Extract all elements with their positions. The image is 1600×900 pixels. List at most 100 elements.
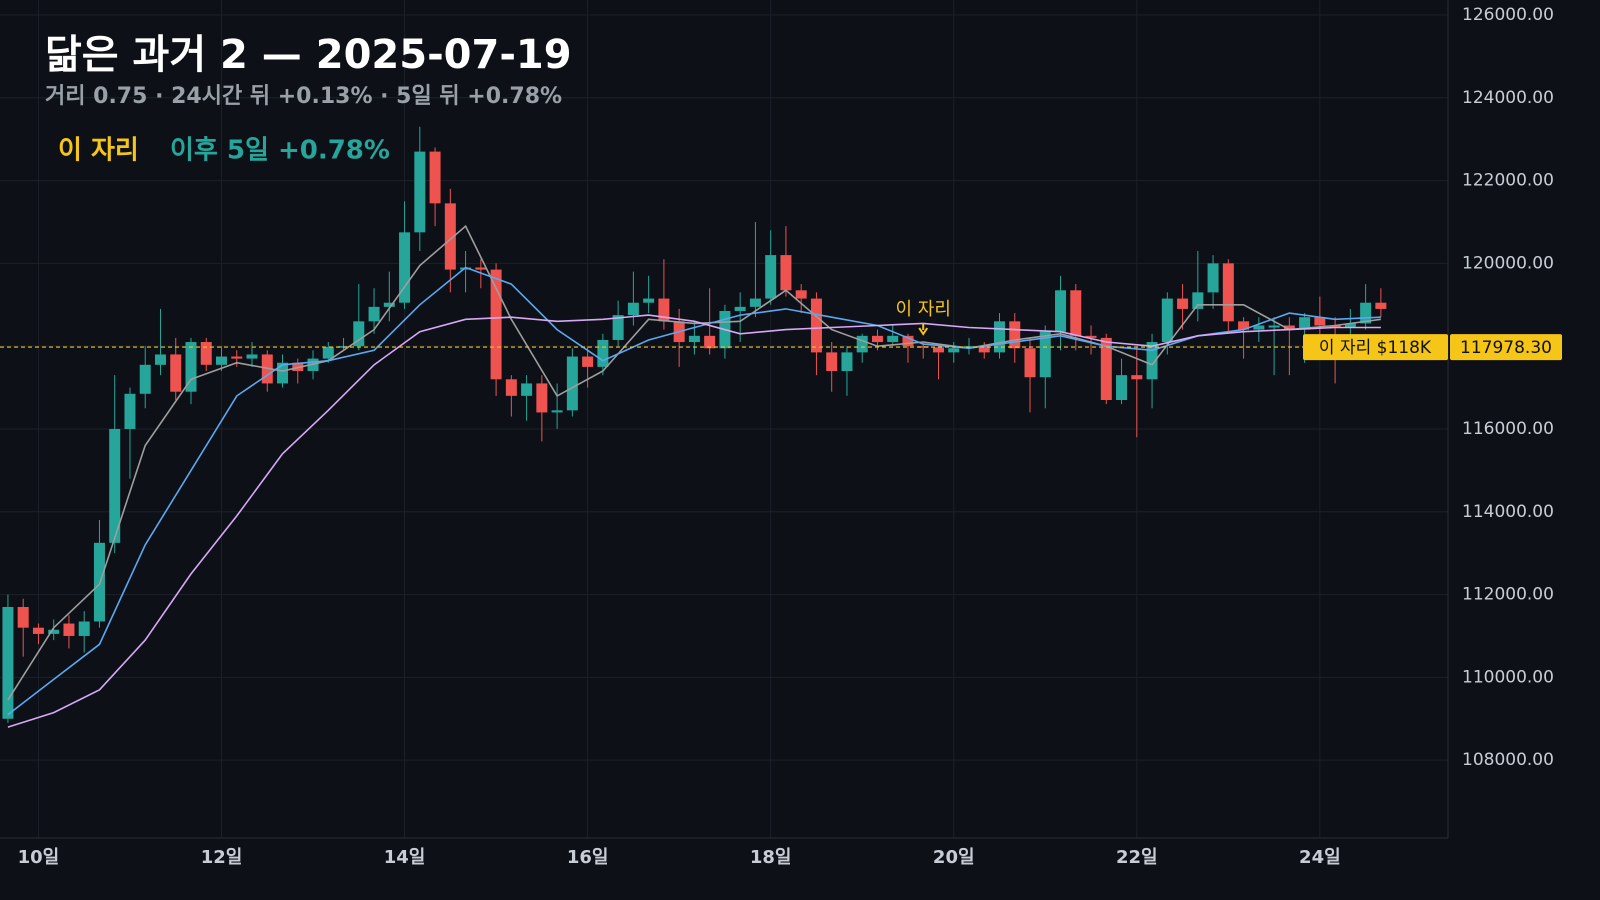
candle-body	[48, 629, 60, 634]
candle-body	[1009, 321, 1021, 349]
candle-body	[582, 356, 594, 367]
candle-body	[505, 379, 517, 396]
candle-body	[231, 356, 243, 359]
candle-body	[246, 354, 258, 359]
x-tick-label: 18일	[750, 847, 792, 868]
candle-body	[63, 623, 75, 636]
candle-body	[765, 255, 777, 299]
candle-body	[1268, 325, 1280, 328]
candle-body	[1283, 325, 1295, 330]
candle-body	[109, 428, 121, 543]
candle-body	[856, 335, 868, 353]
candle-body	[780, 255, 792, 291]
x-tick-label: 24일	[1299, 847, 1341, 868]
candle-body	[216, 356, 228, 365]
y-tick-label: 116000.00	[1462, 419, 1554, 439]
candle-body	[124, 393, 136, 429]
candle-body	[170, 354, 182, 392]
candle-body	[551, 410, 563, 413]
candle-body	[871, 335, 883, 343]
grid	[0, 0, 1448, 838]
candle-body	[154, 354, 166, 365]
candle-body	[1100, 337, 1112, 400]
candle-body	[1070, 290, 1082, 336]
candle-body	[1375, 302, 1387, 309]
candle-body	[78, 621, 90, 636]
candle-body	[658, 298, 670, 322]
candle-body	[917, 346, 929, 348]
candle-body	[1360, 302, 1372, 324]
candle-body	[139, 364, 151, 394]
candle-body	[978, 346, 990, 353]
candle-body	[1116, 375, 1128, 400]
candle-body	[1344, 323, 1356, 328]
candle-body	[429, 151, 441, 204]
axes: 108000.00 110000.00 112000.00 114000.00 1160…	[18, 5, 1562, 868]
candle-body	[902, 335, 914, 347]
candle-body	[185, 342, 197, 392]
chart-title: 닮은 과거 2 — 2025-07-19	[45, 32, 572, 78]
candle-body	[1146, 342, 1158, 380]
candle-body	[810, 298, 822, 353]
y-tick-label: 120000.00	[1462, 253, 1554, 273]
price-tag-box	[1303, 334, 1448, 361]
y-tick-label: 112000.00	[1462, 585, 1554, 605]
moving-average-line	[7, 224, 1382, 701]
candle-body	[353, 321, 365, 347]
x-tick-label: 16일	[567, 847, 609, 868]
price-label-box	[1450, 334, 1562, 361]
candle-body	[1238, 321, 1250, 330]
x-tick-label: 10일	[18, 847, 60, 868]
price-label: 117978.30	[1460, 338, 1552, 358]
y-tick-label: 122000.00	[1462, 171, 1554, 191]
candle-body	[841, 352, 853, 372]
candle-body	[643, 298, 655, 303]
candle-body	[1131, 375, 1143, 380]
y-tick-label: 124000.00	[1462, 88, 1554, 108]
candle-body	[1222, 263, 1234, 322]
candle-body	[1329, 325, 1341, 328]
candle-body	[948, 348, 960, 353]
candle-body	[383, 302, 395, 307]
candle-body	[627, 302, 639, 316]
y-tick-label: 126000.00	[1462, 5, 1554, 25]
annotation: 이 자리	[896, 299, 951, 320]
candle-body	[932, 347, 944, 353]
moving-average-line	[7, 266, 1381, 716]
y-tick-label: 114000.00	[1462, 502, 1554, 522]
y-tick-label: 108000.00	[1462, 750, 1554, 770]
candle-body	[1039, 331, 1051, 378]
candle-body	[688, 335, 700, 343]
candle-body	[1085, 335, 1097, 338]
x-tick-label: 22일	[1116, 847, 1158, 868]
moving-average-line	[7, 314, 1381, 728]
candle-body	[322, 347, 334, 359]
candle-body	[399, 232, 411, 303]
candle-body	[1055, 290, 1067, 332]
candle-body	[1207, 263, 1219, 293]
candle-body	[994, 321, 1006, 353]
chart-subtitle: 거리 0.75 · 24시간 뒤 +0.13% · 5일 뒤 +0.78%	[45, 84, 562, 109]
candle-body	[460, 267, 472, 270]
candle-body	[32, 627, 44, 634]
candle-body	[414, 151, 426, 233]
candle-body	[887, 335, 899, 343]
candle-body	[17, 606, 29, 628]
candle-body	[536, 383, 548, 413]
annotation-arrow	[918, 323, 929, 336]
candle-body	[795, 290, 807, 299]
y-tick-label: 110000.00	[1462, 667, 1554, 687]
price-tag: 이 자리 $118K	[1319, 338, 1432, 358]
candle-body	[1161, 298, 1173, 343]
candle-body	[1177, 298, 1189, 309]
candle-body	[826, 352, 838, 372]
candle-body	[200, 342, 212, 365]
legend-outcome: 이후 5일 +0.78%	[170, 136, 390, 166]
candle-body	[2, 606, 14, 719]
candle-body	[1192, 292, 1204, 309]
candle-body	[1314, 317, 1326, 326]
x-tick-label: 14일	[384, 847, 426, 868]
